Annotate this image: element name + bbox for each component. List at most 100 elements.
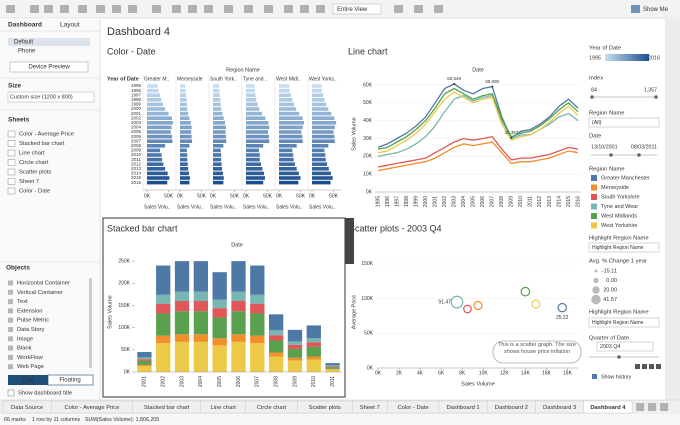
label[interactable]: Sheet 7 (19, 179, 39, 185)
bar (147, 98, 162, 102)
toolbar-icon[interactable] (284, 5, 293, 13)
toolbar-icon[interactable] (204, 5, 213, 13)
toolbar-icon[interactable] (316, 5, 325, 13)
label[interactable]: (All) (592, 120, 602, 126)
slider-handle[interactable] (654, 95, 658, 99)
label[interactable]: Circle chart (257, 405, 287, 411)
bar (147, 107, 166, 111)
slider-handle[interactable] (637, 153, 641, 157)
label[interactable]: Custom size (1200 x 800) (10, 94, 73, 100)
new-tab-icon[interactable] (660, 403, 669, 411)
label[interactable]: Web Page (17, 364, 44, 370)
bar (279, 134, 303, 139)
region-dropdown[interactable] (588, 117, 660, 128)
label[interactable]: Device Preview (28, 65, 70, 71)
highlight-input[interactable] (588, 317, 660, 328)
label[interactable]: Highlight Region Name (592, 320, 644, 326)
label[interactable]: Color - Date (19, 189, 50, 195)
label[interactable]: Show dashboard title (18, 391, 72, 397)
label[interactable]: Sheet 7 (360, 405, 380, 411)
label[interactable]: Layout (60, 22, 80, 29)
axis-title: Average Price (351, 295, 357, 329)
slider-handle[interactable] (590, 95, 594, 99)
toolbar-icon[interactable] (300, 5, 309, 13)
toolbar-icon[interactable] (112, 5, 121, 13)
new-tab-icon[interactable] (636, 403, 645, 411)
label[interactable]: 2003 Q4 (600, 344, 620, 350)
size-legend-label: -15.11 (602, 268, 617, 274)
toolbar-icon[interactable] (434, 5, 443, 13)
toolbar-icon[interactable] (394, 5, 403, 13)
label[interactable]: Color - Average Price (19, 132, 74, 138)
toolbar-icon[interactable] (60, 5, 69, 13)
label[interactable]: Line chart (210, 405, 236, 411)
toolbar-icon[interactable] (128, 5, 137, 13)
device-preview-button[interactable] (9, 61, 89, 73)
label[interactable]: Show history (601, 374, 632, 380)
label[interactable]: Dashboard 3 (543, 405, 576, 411)
label[interactable]: Blank (17, 346, 32, 352)
label[interactable]: Circle chart (19, 160, 49, 166)
slider-handle[interactable] (609, 153, 613, 157)
toolbar-icon[interactable] (244, 5, 253, 13)
label[interactable]: Image (17, 336, 33, 342)
toolbar-icon[interactable] (172, 5, 181, 13)
label[interactable]: Extension (17, 308, 42, 314)
toolbar-icon[interactable] (264, 5, 273, 13)
label[interactable]: Phone (18, 49, 36, 55)
label[interactable]: Scatter plots (19, 170, 51, 176)
slider-handle[interactable] (617, 355, 621, 359)
label[interactable]: Line chart (19, 151, 45, 157)
annotation-box (492, 340, 582, 364)
sheet-toolbar[interactable] (345, 218, 354, 264)
label[interactable]: Horizontal Container (17, 281, 70, 287)
floating-button[interactable] (47, 374, 94, 386)
quarter-dropdown[interactable] (596, 341, 654, 352)
label[interactable]: Default (14, 40, 33, 46)
toolbar-icon[interactable] (78, 5, 87, 13)
label[interactable]: Dashboard 4 (590, 405, 626, 411)
label[interactable]: Stacked bar chart (19, 141, 65, 147)
toolbar-icon[interactable] (188, 5, 197, 13)
playback-button[interactable] (649, 364, 654, 369)
label[interactable]: Color - Date (397, 405, 428, 411)
playback-button[interactable] (635, 364, 640, 369)
toolbar-icon[interactable] (414, 5, 423, 13)
size-dropdown[interactable] (7, 91, 95, 103)
x-tick-label: 2008 (499, 196, 505, 207)
label[interactable]: Dashboard (8, 22, 42, 29)
label[interactable]: Highlight Region Name (592, 245, 644, 251)
toolbar-icon[interactable] (6, 5, 15, 13)
tiled-button[interactable] (8, 375, 48, 385)
view-dropdown[interactable] (332, 3, 382, 15)
label[interactable]: WorkFlow (17, 355, 43, 361)
label[interactable]: Dashboard 1 (446, 405, 479, 411)
checkbox[interactable] (7, 389, 15, 397)
label[interactable]: Vertical Container (17, 290, 63, 296)
label[interactable]: Stacked bar chart (144, 405, 190, 411)
label[interactable]: Data Source (11, 405, 43, 411)
bar (279, 171, 299, 176)
label[interactable]: Data Story (17, 327, 44, 333)
bar (213, 167, 223, 171)
label[interactable]: Tiled (22, 378, 35, 384)
toolbar-icon[interactable] (152, 5, 161, 13)
playback-button[interactable] (656, 364, 661, 369)
label[interactable]: Text (17, 299, 28, 305)
new-tab-icon[interactable] (648, 403, 657, 411)
checkbox[interactable] (592, 374, 597, 379)
label[interactable]: Floating (59, 378, 80, 384)
sheet-tab[interactable] (583, 400, 633, 414)
toolbar-icon[interactable] (30, 5, 39, 13)
label[interactable]: Show Me (643, 7, 669, 13)
label[interactable]: Entire View (337, 7, 368, 13)
toolbar-icon[interactable] (224, 5, 233, 13)
label[interactable]: Pulse Metric (17, 318, 49, 324)
highlight-input[interactable] (588, 242, 660, 253)
toolbar-icon[interactable] (44, 5, 53, 13)
label[interactable]: Color - Average Price (64, 405, 119, 411)
label[interactable]: Scatter plots (309, 405, 341, 411)
label[interactable]: Dashboard 2 (495, 405, 528, 411)
toolbar-icon[interactable] (96, 5, 105, 13)
playback-button[interactable] (642, 364, 647, 369)
